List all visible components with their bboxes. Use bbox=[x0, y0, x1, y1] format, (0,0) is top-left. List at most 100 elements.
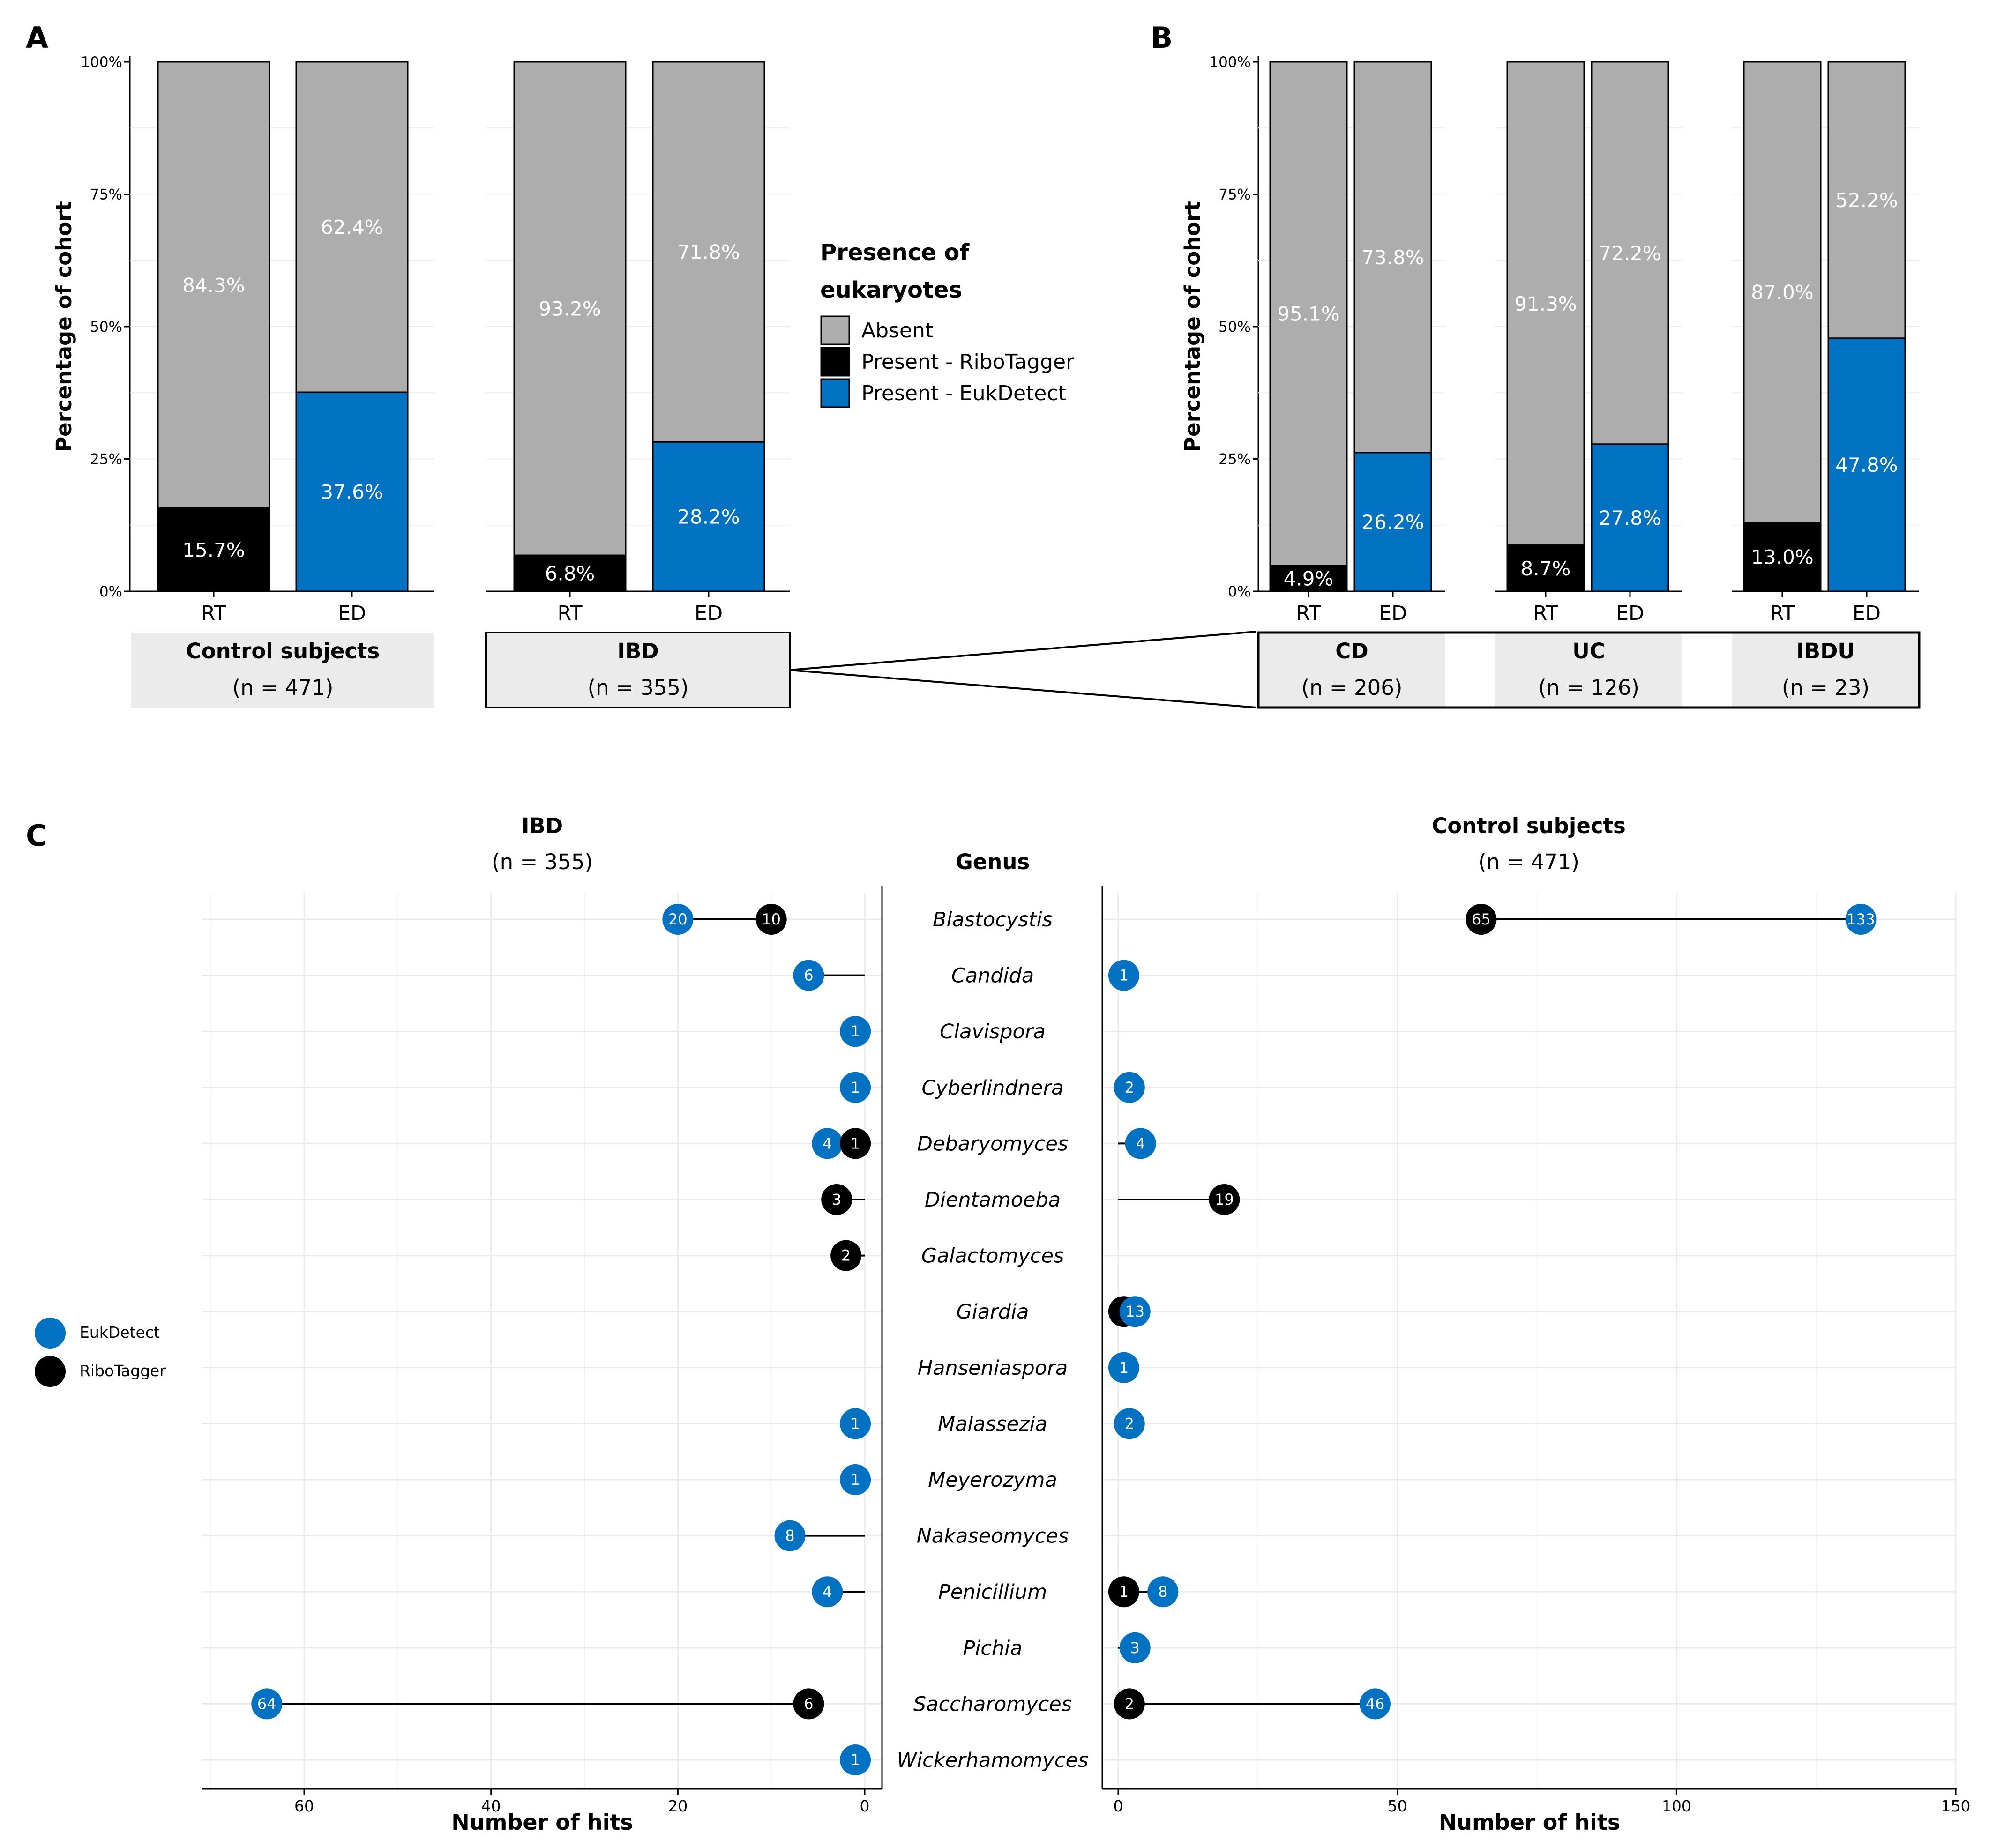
eukdetect-point-label: 4 bbox=[823, 1134, 832, 1152]
facet-strip bbox=[1258, 633, 1445, 708]
eukdetect-point bbox=[1119, 1632, 1151, 1663]
facet-title: IBDU bbox=[1796, 639, 1855, 663]
facet-n: (n = 355) bbox=[588, 675, 689, 700]
y-tick-label: 75% bbox=[1219, 186, 1251, 203]
bar-present-RT bbox=[1743, 522, 1822, 592]
ribotagger-point bbox=[1114, 1688, 1145, 1720]
ribotagger-point-label: 10 bbox=[762, 910, 781, 928]
bar-present-ED bbox=[1827, 337, 1906, 592]
facet-strip bbox=[486, 633, 790, 708]
eukdetect-point bbox=[774, 1520, 806, 1551]
ribotagger-point-label: 19 bbox=[1215, 1191, 1234, 1208]
eukdetect-point-label: 13 bbox=[1125, 1303, 1144, 1320]
facet-title: IBD bbox=[522, 813, 563, 838]
legend-title-line1: Presence of bbox=[820, 239, 970, 266]
legend-label-eukdetect-c: EukDetect bbox=[80, 1323, 160, 1341]
eukdetect-point bbox=[840, 1744, 871, 1775]
eukdetect-point-label: 4 bbox=[1136, 1134, 1145, 1152]
eukdetect-point-label: 1 bbox=[851, 1471, 860, 1489]
legend-label-eukdetect: Present - EukDetect bbox=[861, 381, 1066, 405]
absent-percent-label: 62.4% bbox=[321, 216, 383, 239]
y-tick-label: 25% bbox=[90, 451, 122, 468]
x-axis-title: Number of hits bbox=[451, 1810, 633, 1835]
genus-label: Blastocystis bbox=[933, 908, 1053, 931]
x-tick-label: 0 bbox=[860, 1797, 870, 1815]
genus-label: Malassezia bbox=[938, 1412, 1047, 1436]
present-percent-label: 8.7% bbox=[1521, 557, 1571, 580]
genus-label: Clavispora bbox=[940, 1020, 1046, 1043]
facet-strip bbox=[1495, 633, 1682, 708]
y-tick-label: 100% bbox=[81, 54, 122, 71]
genus-label: Nakaseomyces bbox=[917, 1525, 1069, 1548]
ribotagger-point-label: 3 bbox=[832, 1191, 841, 1208]
facet-title: UC bbox=[1572, 639, 1605, 663]
x-tick-label: RT bbox=[1296, 602, 1321, 625]
facet-n: (n = 206) bbox=[1301, 675, 1403, 700]
bar-present-ED bbox=[295, 391, 409, 592]
panel-label-b: B bbox=[1151, 21, 1173, 55]
eukdetect-point-label: 3 bbox=[1130, 1639, 1140, 1657]
bar-absent-ED bbox=[1827, 61, 1906, 339]
absent-percent-label: 52.2% bbox=[1835, 189, 1898, 212]
bar-absent-RT bbox=[1269, 61, 1348, 566]
panel-a-chart: 0% 25% 50% 75% 100% Percentage of cohort 84.3%… bbox=[52, 54, 791, 708]
present-percent-label: 4.9% bbox=[1284, 567, 1334, 590]
eukdetect-point-label: 133 bbox=[1847, 910, 1875, 928]
genus-label: Hanseniaspora bbox=[918, 1356, 1068, 1380]
bar-absent-ED bbox=[295, 61, 409, 393]
ribotagger-point-label: 6 bbox=[804, 1695, 813, 1713]
eukdetect-point bbox=[662, 904, 694, 935]
bar-present-RT bbox=[513, 554, 627, 592]
method-legend: EukDetect RiboTagger bbox=[35, 1318, 166, 1387]
absent-percent-label: 95.1% bbox=[1277, 302, 1339, 325]
x-tick-label: RT bbox=[1770, 602, 1795, 625]
genus-label: Dientamoeba bbox=[925, 1188, 1061, 1212]
absent-percent-label: 93.2% bbox=[538, 298, 601, 320]
bar-absent-RT bbox=[1506, 61, 1585, 546]
facet-n: (n = 23) bbox=[1782, 675, 1869, 700]
subtype-highlight-box bbox=[1257, 631, 1921, 709]
eukdetect-point-label: 46 bbox=[1366, 1695, 1385, 1713]
eukdetect-point bbox=[1125, 1128, 1156, 1159]
legend-key-ribotagger-dot bbox=[35, 1356, 66, 1387]
eukdetect-point bbox=[1108, 960, 1139, 991]
panel-label-a: A bbox=[26, 21, 48, 55]
bar-present-RT bbox=[1269, 565, 1348, 592]
legend-label-ribotagger-c: RiboTagger bbox=[80, 1362, 166, 1380]
y-axis-title: Percentage of cohort bbox=[1180, 201, 1205, 452]
ibd-subtype-zoom-lines bbox=[789, 631, 1256, 708]
panel-b-chart: 0% 25% 50% 75% 100% Percentage of cohort 95.1%… bbox=[1180, 54, 1921, 709]
legend-label-ribotagger: Present - RiboTagger bbox=[861, 350, 1075, 374]
genus-column-header: Genus bbox=[956, 849, 1030, 874]
ribotagger-point-label: 65 bbox=[1472, 910, 1491, 928]
x-tick-label: 20 bbox=[668, 1797, 688, 1815]
absent-percent-label: 73.8% bbox=[1361, 246, 1424, 269]
y-tick-label: 0% bbox=[1228, 583, 1251, 600]
genus-label: Cyberlindnera bbox=[921, 1076, 1063, 1100]
eukdetect-point bbox=[840, 1408, 871, 1439]
panel-label-c: C bbox=[26, 819, 47, 853]
genus-label: Galactomyces bbox=[921, 1244, 1064, 1268]
genus-label: Giardia bbox=[957, 1300, 1029, 1324]
facet-title: IBD bbox=[617, 639, 658, 663]
facet-n: (n = 355) bbox=[492, 849, 593, 874]
eukdetect-point-label: 64 bbox=[257, 1695, 277, 1713]
absent-percent-label: 71.8% bbox=[677, 241, 740, 264]
facet-strip bbox=[1732, 633, 1919, 708]
x-tick-label: ED bbox=[338, 602, 366, 625]
y-tick-label: 75% bbox=[90, 186, 122, 203]
eukdetect-point bbox=[840, 1464, 871, 1495]
legend-key-eukdetect-dot bbox=[35, 1318, 66, 1349]
x-tick-label: 50 bbox=[1388, 1797, 1407, 1815]
ribotagger-point-label: 1 bbox=[1119, 1583, 1129, 1601]
eukdetect-point bbox=[840, 1072, 871, 1103]
eukdetect-point-label: 2 bbox=[1125, 1079, 1134, 1096]
eukdetect-point-label: 4 bbox=[823, 1583, 832, 1601]
legend-key-absent bbox=[820, 315, 850, 345]
y-tick-label: 50% bbox=[1219, 319, 1251, 335]
present-percent-label: 26.2% bbox=[1361, 511, 1424, 534]
x-tick-label: ED bbox=[1616, 602, 1644, 625]
ribotagger-point-label: 1 bbox=[851, 1134, 860, 1152]
bar-absent-ED bbox=[1591, 61, 1669, 445]
